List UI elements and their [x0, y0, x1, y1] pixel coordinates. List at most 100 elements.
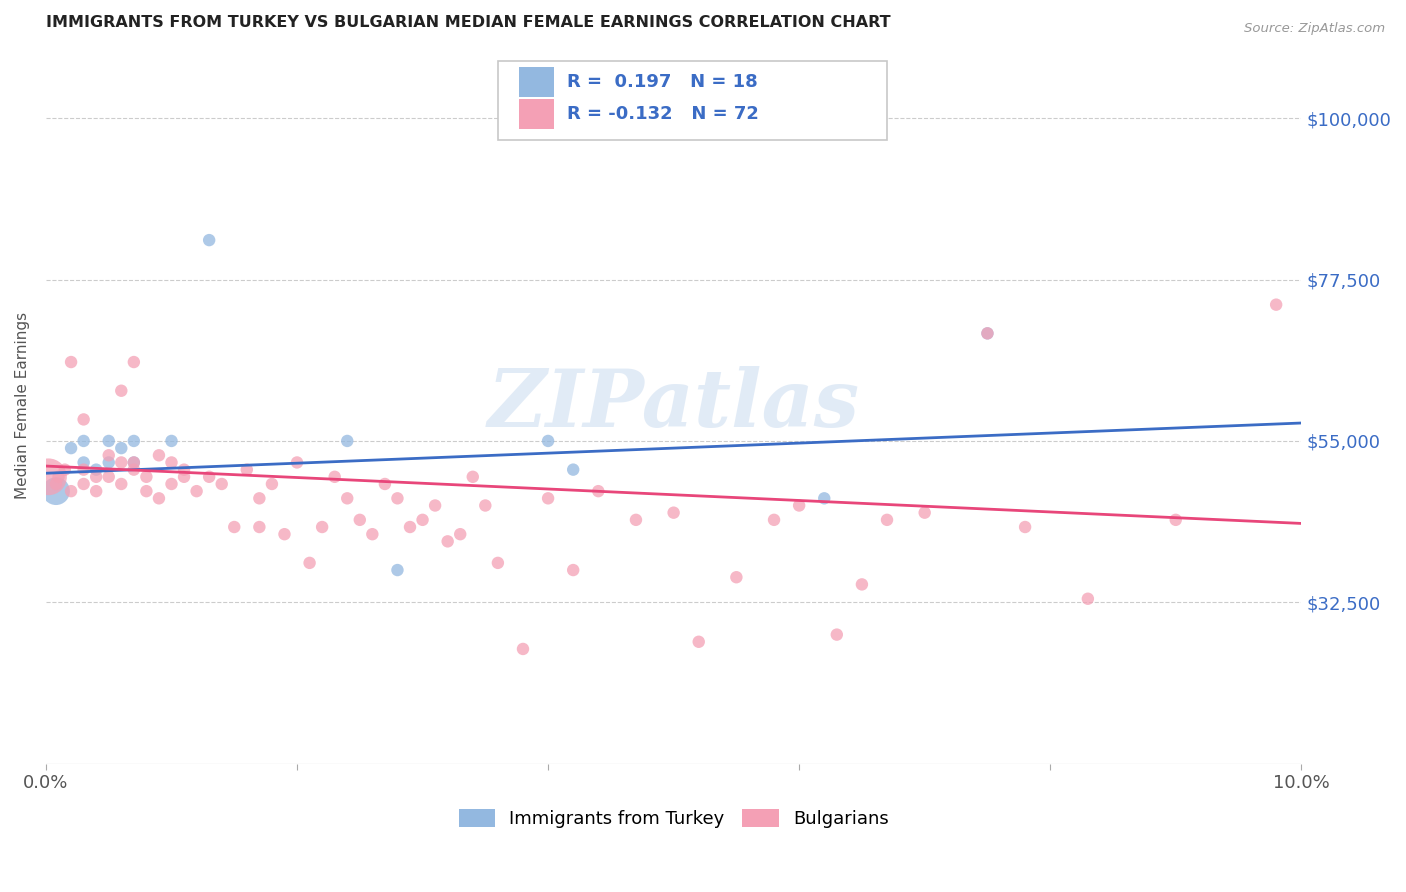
Point [53, 462, 76, 476]
Point [914, 506, 936, 520]
Point [474, 499, 496, 513]
Point [361, 527, 384, 541]
Point [688, 634, 710, 648]
Point [160, 455, 183, 469]
Point [876, 513, 898, 527]
Point [298, 556, 321, 570]
Point [387, 491, 409, 506]
Point [387, 563, 409, 577]
Point [97, 448, 120, 462]
Point [260, 477, 283, 491]
Point [449, 527, 471, 541]
Point [122, 355, 145, 369]
Point [1077, 591, 1099, 606]
Point [336, 491, 359, 506]
Point [423, 499, 446, 513]
Point [349, 513, 371, 527]
Point [148, 448, 170, 462]
Text: R =  0.197   N = 18: R = 0.197 N = 18 [567, 72, 758, 91]
Point [1164, 513, 1187, 527]
Point [72, 462, 94, 476]
Point [97, 455, 120, 469]
Point [512, 642, 534, 657]
Point [110, 477, 132, 491]
Point [486, 556, 509, 570]
Point [48, 470, 70, 484]
Point [72, 434, 94, 448]
Point [813, 491, 835, 506]
Point [122, 462, 145, 476]
FancyBboxPatch shape [519, 67, 554, 96]
Point [399, 520, 422, 534]
Point [110, 441, 132, 455]
Point [37, 470, 59, 484]
FancyBboxPatch shape [498, 61, 887, 140]
Point [186, 484, 208, 499]
Point [224, 520, 246, 534]
Y-axis label: Median Female Earnings: Median Female Earnings [15, 311, 30, 499]
Point [236, 462, 259, 476]
Point [624, 513, 647, 527]
Point [436, 534, 458, 549]
Point [851, 577, 873, 591]
Point [60, 484, 83, 499]
Point [787, 499, 810, 513]
Point [336, 434, 359, 448]
Point [97, 434, 120, 448]
Point [160, 477, 183, 491]
Point [160, 434, 183, 448]
Point [84, 462, 107, 476]
Point [45, 484, 67, 499]
Point [374, 477, 396, 491]
Point [537, 491, 560, 506]
Point [461, 470, 484, 484]
Point [323, 470, 346, 484]
Point [273, 527, 295, 541]
Point [173, 470, 195, 484]
Point [135, 484, 157, 499]
Point [976, 326, 998, 341]
Text: Source: ZipAtlas.com: Source: ZipAtlas.com [1244, 22, 1385, 36]
Point [976, 326, 998, 341]
Point [97, 470, 120, 484]
Point [173, 462, 195, 476]
Point [247, 520, 270, 534]
Point [110, 384, 132, 398]
Point [1014, 520, 1036, 534]
Point [247, 491, 270, 506]
Point [588, 484, 610, 499]
Point [825, 627, 848, 641]
Point [763, 513, 786, 527]
Point [72, 412, 94, 426]
Point [562, 462, 585, 476]
Point [110, 455, 132, 469]
Point [84, 484, 107, 499]
Point [60, 441, 83, 455]
Point [211, 477, 233, 491]
Point [562, 563, 585, 577]
Point [285, 455, 308, 469]
Point [198, 470, 221, 484]
Point [311, 520, 333, 534]
Text: R = -0.132   N = 72: R = -0.132 N = 72 [567, 105, 759, 123]
Point [72, 477, 94, 491]
FancyBboxPatch shape [519, 99, 554, 129]
Text: IMMIGRANTS FROM TURKEY VS BULGARIAN MEDIAN FEMALE EARNINGS CORRELATION CHART: IMMIGRANTS FROM TURKEY VS BULGARIAN MEDI… [46, 15, 890, 30]
Legend: Immigrants from Turkey, Bulgarians: Immigrants from Turkey, Bulgarians [451, 802, 896, 836]
Point [198, 233, 221, 247]
Point [148, 491, 170, 506]
Text: ZIPatlas: ZIPatlas [488, 367, 859, 444]
Point [135, 470, 157, 484]
Point [60, 355, 83, 369]
Point [412, 513, 434, 527]
Point [122, 434, 145, 448]
Point [122, 455, 145, 469]
Point [122, 455, 145, 469]
Point [84, 470, 107, 484]
Point [725, 570, 748, 584]
Point [45, 477, 67, 491]
Point [72, 455, 94, 469]
Point [537, 434, 560, 448]
Point [1265, 298, 1288, 312]
Point [662, 506, 685, 520]
